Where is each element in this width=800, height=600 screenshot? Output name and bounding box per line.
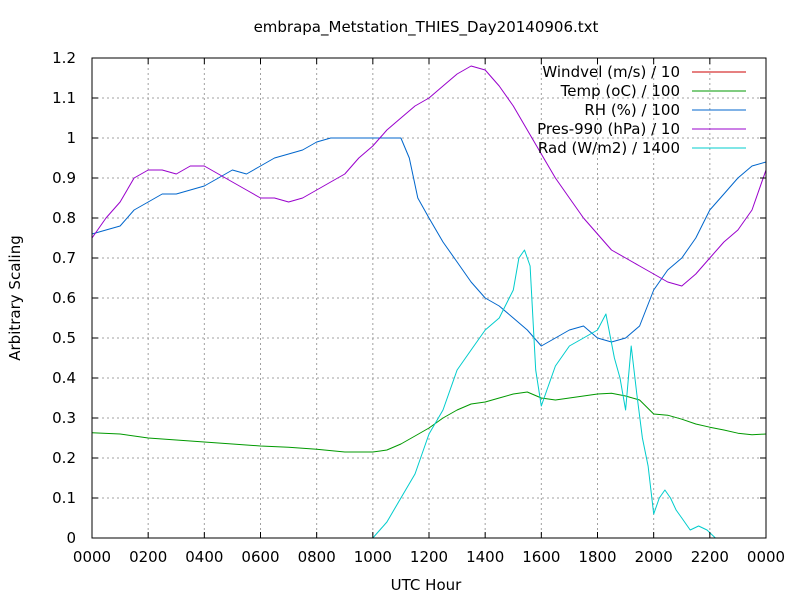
x-tick-label: 0600 — [241, 548, 279, 566]
y-tick-label: 0.9 — [52, 169, 76, 187]
legend-label: Windvel (m/s) / 10 — [542, 63, 680, 81]
y-tick-label: 0.6 — [52, 289, 76, 307]
y-tick-label: 0.8 — [52, 209, 76, 227]
y-tick-label: 1.2 — [52, 49, 76, 67]
x-axis-title: UTC Hour — [391, 576, 462, 594]
series-line-2 — [91, 137, 767, 347]
series-lines — [91, 65, 767, 539]
legend-label: Temp (oC) / 100 — [560, 82, 680, 100]
axis-ticks: 0 0.1 0.2 0.3 0.4 0.5 0.6 0.7 0.8 0.9 1 1.1 1.2 0000 0… — [52, 49, 785, 566]
legend-label: RH (%) / 100 — [584, 101, 680, 119]
y-tick-label: 0.5 — [52, 329, 76, 347]
series-line-3 — [91, 65, 767, 287]
x-tick-label: 0000 — [73, 548, 111, 566]
x-tick-label: 1600 — [522, 548, 560, 566]
legend-label: Pres-990 (hPa) / 10 — [537, 120, 680, 138]
y-tick-label: 1 — [66, 129, 76, 147]
y-tick-label: 0.4 — [52, 369, 76, 387]
y-tick-label: 1.1 — [52, 89, 76, 107]
chart-title: embrapa_Metstation_THIES_Day20140906.txt — [254, 18, 599, 37]
y-axis-title: Arbitrary Scaling — [6, 235, 24, 361]
x-tick-label: 1800 — [578, 548, 616, 566]
y-tick-label: 0.2 — [52, 449, 76, 467]
x-tick-label: 1400 — [466, 548, 504, 566]
y-tick-label: 0.1 — [52, 489, 76, 507]
x-tick-label: 1200 — [410, 548, 448, 566]
x-tick-label: 0400 — [185, 548, 223, 566]
y-tick-label: 0.7 — [52, 249, 76, 267]
x-tick-label: 2200 — [691, 548, 729, 566]
x-tick-label: 0000 — [747, 548, 785, 566]
y-tick-label: 0 — [66, 529, 76, 547]
x-tick-label: 2000 — [635, 548, 673, 566]
series-line-4 — [372, 249, 716, 539]
legend-label: Rad (W/m2) / 1400 — [538, 139, 680, 157]
x-tick-label: 0800 — [298, 548, 336, 566]
x-tick-label: 1000 — [354, 548, 392, 566]
series-line-1 — [91, 391, 767, 453]
x-tick-label: 0200 — [129, 548, 167, 566]
y-tick-label: 0.3 — [52, 409, 76, 427]
